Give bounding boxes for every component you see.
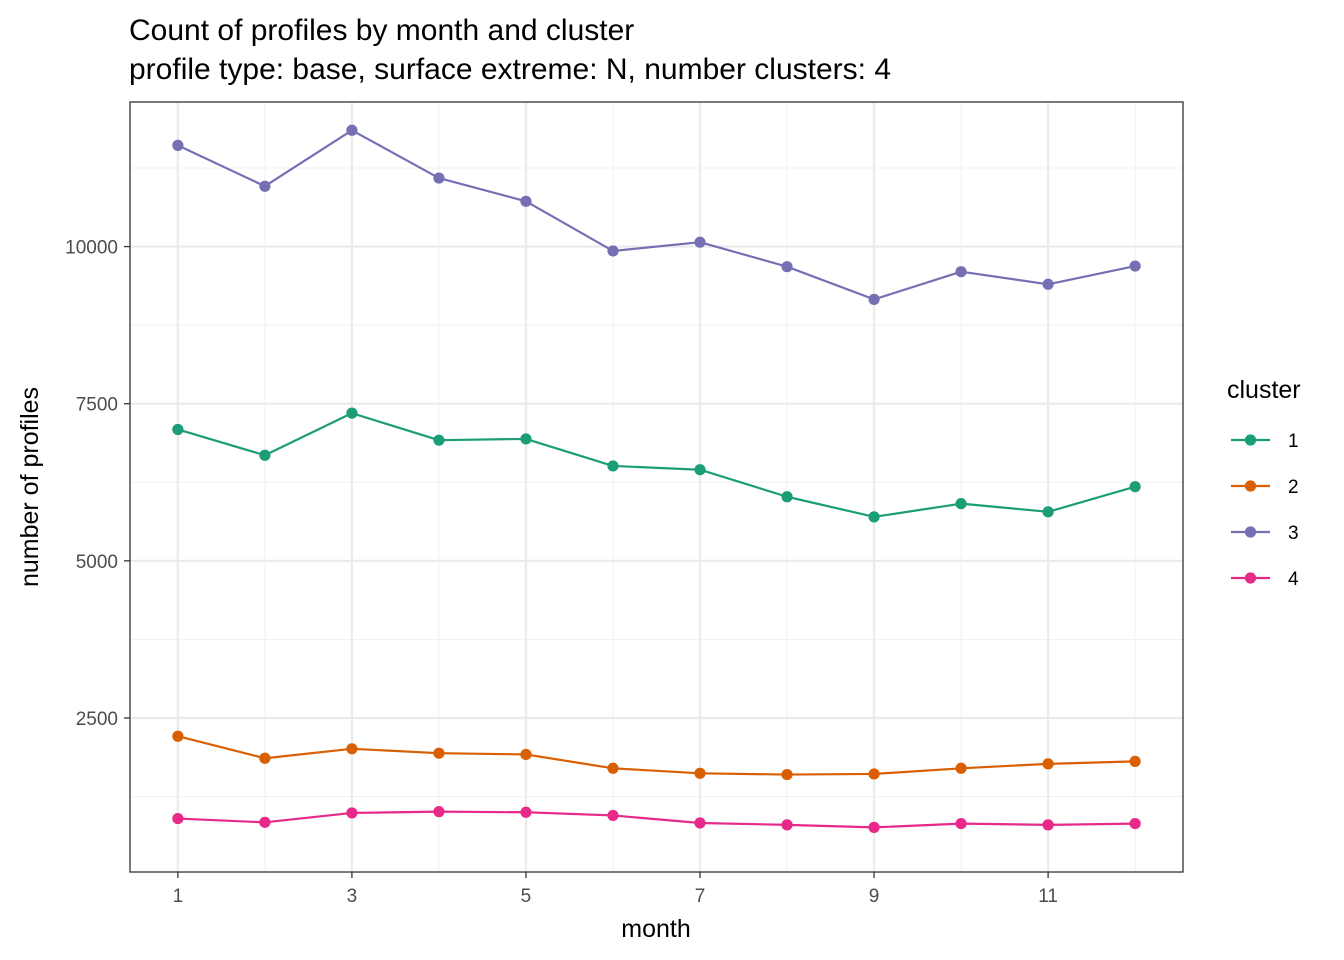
chart-subtitle: profile type: base, surface extreme: N, … xyxy=(129,53,891,86)
data-point-3 xyxy=(607,245,619,257)
data-point-2 xyxy=(781,768,793,781)
y-tick-label: 2500 xyxy=(76,709,118,730)
data-point-1 xyxy=(868,511,880,523)
legend-key-point-4 xyxy=(1244,572,1257,584)
data-point-2 xyxy=(607,762,619,774)
data-point-2 xyxy=(694,767,706,779)
legend-key-point-3 xyxy=(1244,526,1257,538)
data-point-1 xyxy=(172,423,184,436)
x-axis-title: month xyxy=(621,915,690,943)
x-tick-label: 7 xyxy=(695,886,706,907)
data-point-3 xyxy=(955,266,967,278)
legend: cluster 1 2 3 4 xyxy=(1227,376,1301,590)
data-point-2 xyxy=(172,730,184,742)
data-point-4 xyxy=(259,816,271,828)
data-point-3 xyxy=(868,293,880,305)
legend-label-4: 4 xyxy=(1288,569,1299,590)
data-point-1 xyxy=(1129,481,1141,493)
data-point-4 xyxy=(868,821,880,833)
data-point-4 xyxy=(781,819,793,831)
axes: 2500 5000 7500 10000 1 3 5 7 9 11 xyxy=(65,238,1058,907)
data-point-3 xyxy=(694,236,706,248)
data-point-2 xyxy=(520,748,532,761)
data-point-1 xyxy=(520,433,532,445)
data-point-2 xyxy=(346,743,358,755)
data-point-4 xyxy=(1042,819,1054,831)
data-point-2 xyxy=(1129,755,1141,767)
series-line-1 xyxy=(177,412,1136,518)
data-point-3 xyxy=(520,195,532,207)
data-point-2 xyxy=(433,747,445,759)
x-tick-label: 3 xyxy=(347,886,358,907)
x-tick-label: 9 xyxy=(869,886,880,907)
series-layer xyxy=(172,124,1141,833)
legend-label-3: 3 xyxy=(1288,523,1299,544)
data-point-1 xyxy=(259,449,271,461)
data-point-4 xyxy=(172,812,184,825)
series-line-3 xyxy=(177,129,1136,301)
data-point-4 xyxy=(433,806,445,818)
legend-title: cluster xyxy=(1227,376,1301,404)
legend-key-point-1 xyxy=(1244,434,1257,446)
data-point-4 xyxy=(346,807,358,819)
data-point-4 xyxy=(607,809,619,822)
legend-label-1: 1 xyxy=(1288,431,1299,452)
y-tick-label: 5000 xyxy=(76,552,118,573)
data-point-2 xyxy=(955,762,967,774)
data-point-1 xyxy=(607,460,619,472)
data-point-3 xyxy=(1042,278,1054,290)
series-line-2 xyxy=(177,735,1136,776)
data-point-3 xyxy=(346,124,358,136)
data-point-1 xyxy=(694,464,706,476)
data-point-1 xyxy=(781,491,793,503)
data-point-4 xyxy=(1129,818,1141,830)
data-point-2 xyxy=(868,768,880,780)
data-point-2 xyxy=(1042,758,1054,770)
series-line-4 xyxy=(177,810,1136,829)
panel-border xyxy=(129,101,1184,873)
data-point-4 xyxy=(520,806,532,818)
data-point-3 xyxy=(259,180,271,192)
data-point-1 xyxy=(433,434,445,446)
chart-title: Count of profiles by month and cluster xyxy=(129,14,634,47)
x-tick-label: 1 xyxy=(173,886,184,907)
legend-key-point-2 xyxy=(1244,480,1257,492)
data-point-4 xyxy=(694,817,706,829)
data-point-1 xyxy=(955,498,967,510)
x-tick-label: 11 xyxy=(1038,886,1058,907)
y-tick-label: 10000 xyxy=(65,238,118,259)
data-point-4 xyxy=(955,818,967,830)
data-point-3 xyxy=(1129,260,1141,272)
data-point-3 xyxy=(433,172,445,184)
data-point-3 xyxy=(781,261,793,273)
legend-label-2: 2 xyxy=(1288,477,1299,498)
data-point-2 xyxy=(259,752,271,764)
data-point-1 xyxy=(1042,506,1054,518)
y-axis-title: number of profiles xyxy=(16,387,44,587)
plot-panel xyxy=(130,102,1183,872)
y-tick-label: 7500 xyxy=(76,395,118,416)
data-point-3 xyxy=(172,139,184,151)
x-tick-label: 5 xyxy=(521,886,532,907)
data-point-1 xyxy=(346,407,358,419)
